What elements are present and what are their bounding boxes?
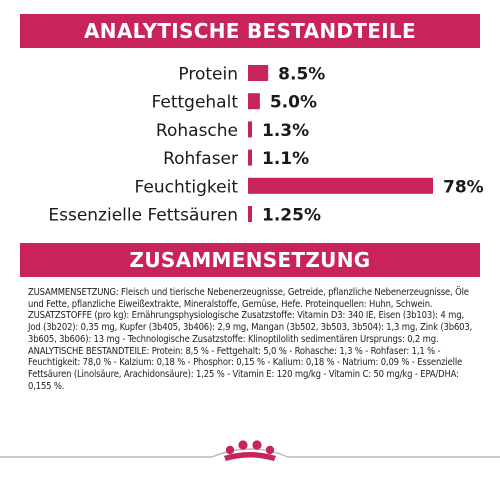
bar — [248, 121, 252, 138]
analysis-section-header: ANALYTISCHE BESTANDTEILE — [20, 14, 480, 48]
category-label: Protein — [178, 65, 238, 85]
category-label: Feuchtigkeit — [135, 177, 239, 197]
category-label: Rohfaser — [163, 149, 238, 169]
bar — [248, 149, 252, 166]
value-label: 1.1% — [262, 149, 309, 169]
nutrient-bar-chart: Protein 8.5% Fettgehalt 5.0% Rohasche 1.3% Roh… — [48, 65, 484, 226]
value-label: 5.0% — [270, 93, 317, 113]
value-label: 8.5% — [278, 65, 325, 85]
category-label: Essenzielle Fettsäuren — [48, 206, 238, 226]
royal-canin-crown-icon — [224, 440, 276, 461]
footer-line — [0, 448, 500, 458]
footer-decoration — [0, 440, 500, 461]
category-label: Rohasche — [156, 121, 238, 141]
bar — [248, 93, 260, 110]
bar — [248, 206, 252, 222]
composition-section-header: ZUSAMMENSETZUNG — [20, 243, 480, 277]
composition-text: ZUSAMMENSETZUNG: Fleisch und tierische N… — [28, 287, 473, 392]
value-label: 1.3% — [262, 121, 309, 141]
category-label: Fettgehalt — [152, 93, 239, 113]
bar — [248, 65, 269, 81]
value-label: 1.25% — [262, 206, 321, 226]
bar — [248, 177, 433, 194]
value-label: 78% — [443, 177, 484, 197]
